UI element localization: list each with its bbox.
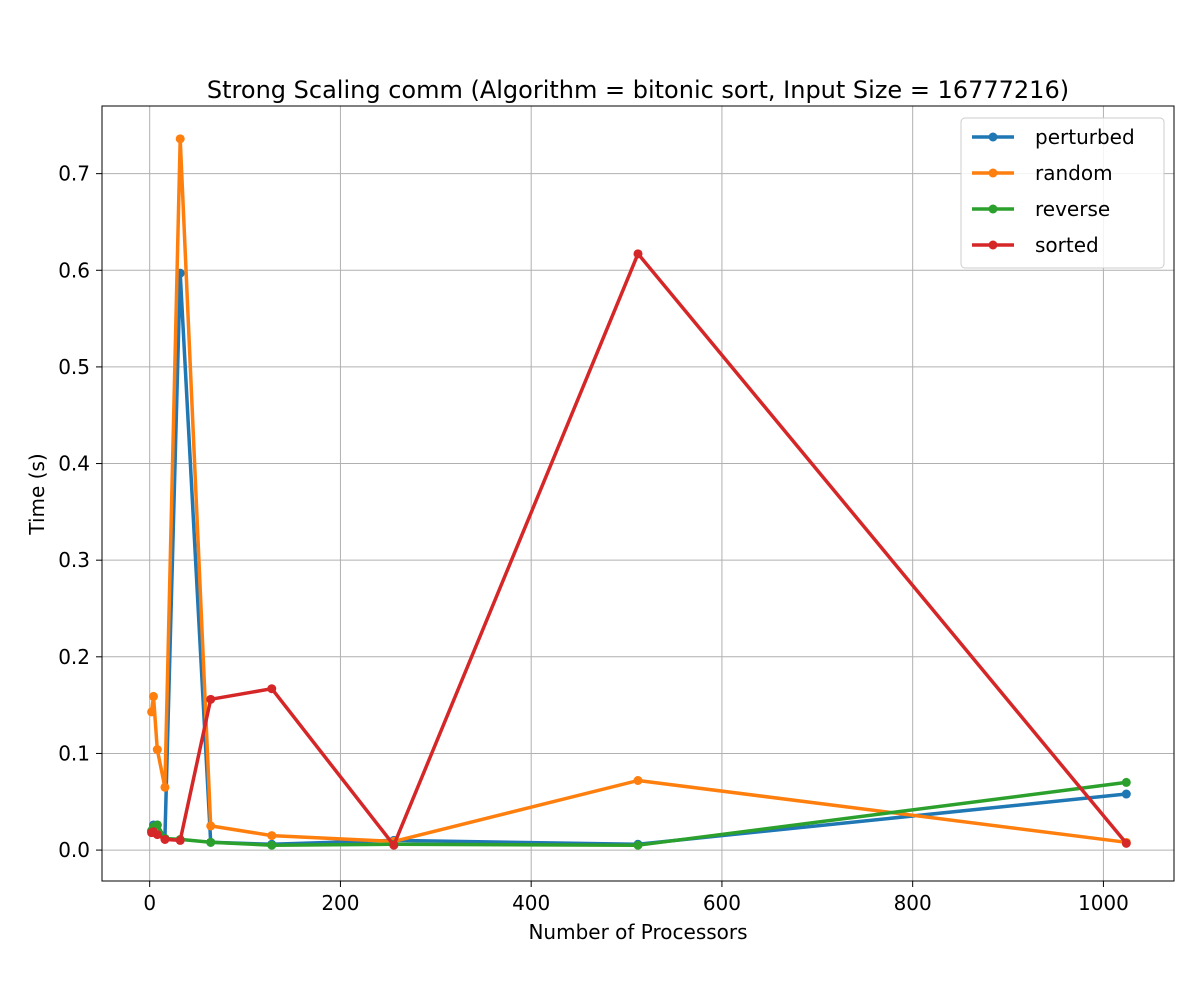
y-axis-label: Time (s): [25, 453, 49, 535]
y-tick-label: 0.1: [58, 741, 90, 765]
x-tick-label: 200: [321, 891, 359, 915]
legend-label: perturbed: [1035, 125, 1135, 149]
legend-box: [960, 117, 1165, 269]
data-point-sorted: [633, 249, 643, 259]
data-point-random: [175, 134, 185, 144]
y-tick-label: 0.4: [58, 452, 90, 476]
series-layer: [147, 134, 1131, 850]
y-axis: 0.0 0.1 0.2 0.3 0.4 0.5 0.6 0.7: [58, 162, 102, 862]
legend-marker: [988, 168, 998, 178]
data-point-sorted: [267, 684, 277, 694]
legend-marker: [988, 240, 998, 250]
series-line-random: [149, 137, 1127, 845]
data-point-random: [160, 782, 170, 792]
data-point-random: [206, 821, 216, 831]
y-tick-label: 0.7: [58, 162, 90, 186]
series-line-sorted: [150, 252, 1128, 847]
legend-label: reverse: [1035, 197, 1110, 221]
data-point-sorted: [160, 834, 170, 844]
data-point-sorted: [1121, 838, 1131, 848]
legend-item-reverse: reverse: [972, 197, 1110, 221]
x-tick-label: 1000: [1078, 891, 1129, 915]
data-point-random: [267, 831, 277, 841]
x-tick-label: 600: [703, 891, 741, 915]
y-tick-label: 0.6: [58, 258, 90, 282]
legend-item-random: random: [972, 161, 1113, 185]
plot-frame: [101, 105, 1175, 882]
y-tick-label: 0.2: [58, 645, 90, 669]
data-point-sorted: [389, 840, 399, 850]
x-tick-label: 800: [894, 891, 932, 915]
y-tick-label: 0.0: [58, 838, 90, 862]
series-random: [147, 134, 1131, 847]
x-axis: 0 200 400 600 800 1000: [143, 881, 1129, 915]
data-point-sorted: [152, 830, 162, 840]
data-point-reverse: [267, 840, 277, 850]
legend-item-perturbed: perturbed: [972, 125, 1135, 149]
data-point-random: [152, 745, 162, 755]
legend-item-sorted: sorted: [972, 233, 1099, 257]
series-sorted: [147, 249, 1131, 850]
x-tick-label: 0: [143, 891, 156, 915]
legend: perturbed random reverse sorted: [960, 117, 1165, 269]
legend-label: sorted: [1035, 233, 1099, 257]
data-point-random: [633, 776, 643, 786]
chart-title: Strong Scaling comm (Algorithm = bitonic…: [207, 76, 1069, 104]
x-tick-label: 400: [512, 891, 550, 915]
series-line-perturbed: [149, 271, 1127, 847]
legend-marker: [988, 132, 998, 142]
legend-label: random: [1035, 161, 1113, 185]
y-tick-label: 0.5: [58, 355, 90, 379]
data-point-perturbed: [1121, 789, 1131, 799]
data-point-sorted: [206, 694, 216, 704]
legend-marker: [988, 204, 998, 214]
y-tick-label: 0.3: [58, 548, 90, 572]
data-point-reverse: [152, 820, 162, 830]
x-axis-label: Number of Processors: [528, 920, 747, 944]
data-point-random: [147, 707, 157, 717]
data-point-reverse: [206, 837, 216, 847]
data-point-reverse: [1121, 777, 1131, 787]
data-point-sorted: [175, 835, 185, 845]
data-point-random: [149, 691, 159, 701]
series-perturbed: [147, 268, 1131, 849]
series-reverse: [147, 777, 1131, 850]
data-point-reverse: [633, 840, 643, 850]
